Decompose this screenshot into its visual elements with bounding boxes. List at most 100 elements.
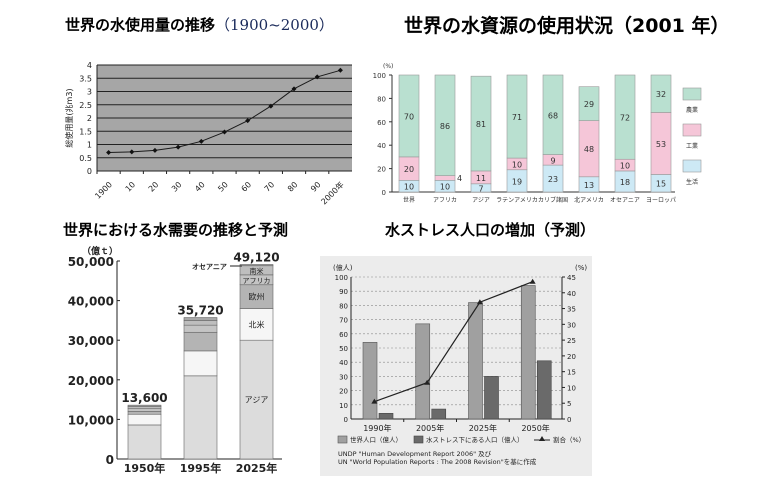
- y-axis-label: 総使用量(兆m3): [64, 88, 74, 147]
- data-label: 68: [548, 111, 558, 120]
- legend-swatch: [337, 435, 348, 444]
- data-label: 11: [476, 174, 486, 183]
- demand-chart-title: 世界における水需要の推移と予測: [63, 221, 289, 239]
- unit-label: (%): [383, 63, 393, 70]
- world-population-bar: [520, 285, 536, 420]
- usage-chart-title: 世界の水使用量の推移（1900~2000）: [65, 14, 334, 35]
- bar-segment: [183, 317, 218, 321]
- right-tick-label: 40: [567, 290, 576, 298]
- y-tick-label: 2: [87, 114, 92, 123]
- data-point: [268, 103, 274, 109]
- right-tick-label: 35: [567, 306, 576, 314]
- legend-swatch: [682, 123, 702, 137]
- data-label: 53: [656, 140, 666, 149]
- data-point: [198, 138, 204, 144]
- source-note: UNDP "Human Development Report 2006" 及び: [338, 450, 492, 458]
- bar-segment: [398, 74, 420, 158]
- x-tick-label: 1950年: [124, 461, 166, 475]
- bar-segment: [239, 339, 274, 460]
- x-tick-label: 2025年: [236, 461, 278, 475]
- bar-segment: [542, 74, 564, 155]
- data-label: 10: [512, 160, 522, 169]
- ratio-line: [374, 281, 533, 403]
- x-tick-label: 2025年: [469, 423, 497, 433]
- bar-segment: [127, 404, 162, 407]
- y-tick-label: 40: [377, 142, 386, 150]
- x-tick-label: オセアニア: [610, 197, 640, 204]
- data-label: 72: [620, 114, 630, 123]
- left-tick-label: 60: [339, 331, 348, 339]
- y-tick-label: 30,000: [68, 334, 114, 348]
- x-tick-label: 1900: [93, 180, 114, 201]
- data-point: [337, 67, 343, 73]
- bar-segment: [434, 74, 456, 176]
- bar-segment: [127, 424, 162, 460]
- y-tick-label: 3.5: [79, 74, 92, 83]
- world-population-bar: [468, 302, 483, 420]
- unit-label: （億ｔ）: [82, 245, 118, 257]
- y-tick-label: 50,000: [68, 255, 114, 269]
- bar-segment: [183, 320, 218, 326]
- legend-label: 水ストレス下にある人口（億人）: [426, 435, 524, 444]
- sector-chart-title: 世界の水資源の使用状況（2001 年）: [404, 15, 730, 37]
- bar-segment: [127, 413, 162, 426]
- x-tick-label: 60: [240, 180, 254, 194]
- x-tick-label: 40: [193, 180, 207, 194]
- right-tick-label: 20: [567, 353, 576, 361]
- bar-segment: [470, 75, 492, 172]
- y-tick-label: 2.5: [79, 101, 92, 110]
- y-tick-label: 60: [377, 119, 386, 127]
- x-tick-label: 2005年: [416, 423, 444, 433]
- data-point: [314, 74, 320, 80]
- data-label: 48: [584, 145, 594, 154]
- right-tick-label: 30: [567, 321, 576, 329]
- world-population-bar: [362, 342, 378, 420]
- data-label: 23: [548, 175, 558, 184]
- bar-segment: [434, 175, 456, 181]
- usage-line-chart: 0 0.5 1 1.5 2 2.5 3 3.5 4 総使用量(兆m3) 1900 10 20 30 40 50…: [64, 61, 352, 206]
- x-tick-label: ラテンアメリカ: [496, 197, 538, 204]
- stress-chart-title: 水ストレス人口の増加（予測）: [385, 221, 596, 239]
- left-tick-label: 40: [339, 359, 348, 367]
- y-tick-label: 20,000: [68, 374, 114, 388]
- ratio-point: [529, 278, 536, 284]
- x-tick-label: 20: [147, 180, 161, 194]
- x-tick-label: 1990年: [363, 423, 391, 433]
- x-tick-label: 30: [170, 180, 184, 194]
- data-label: 71: [512, 113, 522, 122]
- data-point: [129, 149, 135, 155]
- stress-bar-chart: (億人) (%) 0 10 20 30 40 50 60 70 80 90 100 0 5 10 15 20 25 3…: [320, 256, 592, 476]
- legend-swatch: [682, 159, 702, 173]
- legend-label: 生活: [686, 178, 698, 186]
- y-tick-label: 4: [87, 61, 92, 70]
- stress-population-bar: [378, 413, 394, 420]
- bar-segment: [239, 264, 274, 267]
- left-tick-label: 90: [339, 288, 348, 296]
- x-tick-label: アフリカ: [433, 197, 457, 204]
- ratio-point: [476, 299, 483, 305]
- segment-label: 北米: [249, 319, 265, 329]
- x-tick-label: 2000年: [319, 179, 346, 206]
- data-label: 32: [656, 90, 666, 99]
- total-label: 35,720: [177, 304, 223, 318]
- x-tick-label: 北アメリカ: [574, 196, 604, 204]
- data-label: 9: [550, 156, 555, 165]
- data-label: 81: [476, 120, 486, 129]
- right-tick-label: 5: [567, 400, 571, 408]
- data-label: 13: [584, 181, 594, 190]
- data-label: 15: [656, 180, 666, 189]
- data-point: [245, 118, 251, 124]
- legend-label: 世界人口（億人）: [350, 435, 402, 444]
- world-population-bar: [415, 323, 431, 420]
- ratio-point: [424, 379, 431, 385]
- data-label: 19: [512, 177, 522, 186]
- x-tick-label: 2050年: [521, 423, 549, 433]
- y-tick-label: 1: [87, 141, 92, 150]
- y-tick-label: 80: [377, 95, 386, 103]
- right-tick-label: 10: [567, 384, 576, 392]
- y-tick-label: 10,000: [68, 413, 114, 427]
- right-tick-label: 0: [567, 416, 571, 424]
- y-tick-label: 40,000: [68, 295, 114, 309]
- legend-swatch: [682, 87, 702, 101]
